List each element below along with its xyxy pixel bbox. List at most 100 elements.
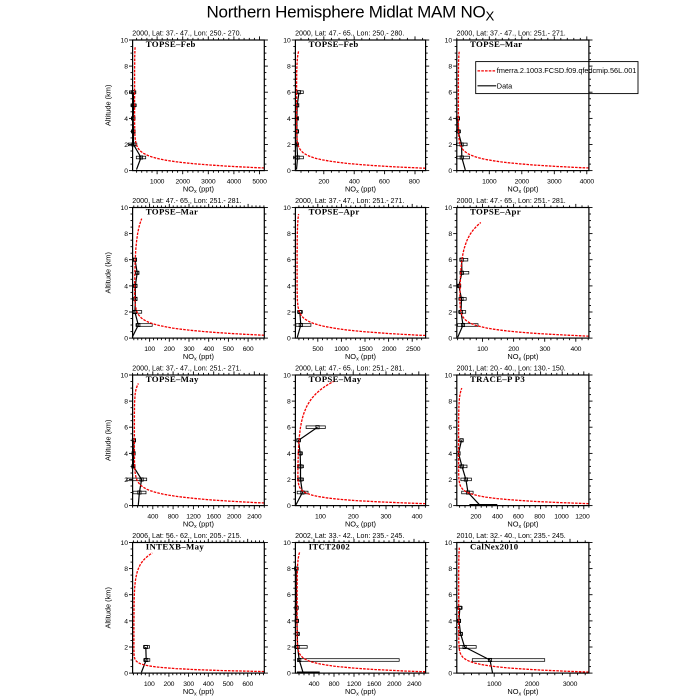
- svg-text:2: 2: [448, 142, 452, 149]
- svg-text:TOPSE–Mar: TOPSE–Mar: [146, 207, 198, 217]
- svg-text:400: 400: [492, 514, 503, 521]
- svg-text:4: 4: [448, 116, 452, 123]
- svg-text:4: 4: [448, 618, 452, 625]
- svg-text:10: 10: [283, 205, 291, 212]
- svg-text:0: 0: [448, 503, 452, 510]
- svg-text:2000: 2000: [382, 346, 397, 353]
- svg-text:8: 8: [448, 64, 452, 71]
- svg-text:2: 2: [448, 644, 452, 651]
- svg-text:6: 6: [448, 90, 452, 97]
- svg-text:6: 6: [448, 257, 452, 264]
- svg-text:8: 8: [124, 64, 128, 71]
- svg-text:200: 200: [470, 514, 481, 521]
- svg-text:2: 2: [124, 644, 128, 651]
- svg-text:4: 4: [287, 283, 291, 290]
- svg-text:2006, Lat: 56.- 62., Lon: 205.: 2006, Lat: 56.- 62., Lon: 205.- 215.: [132, 532, 241, 540]
- svg-text:600: 600: [243, 346, 254, 353]
- svg-text:200: 200: [164, 681, 175, 688]
- svg-text:NOx (ppt): NOx (ppt): [183, 687, 214, 697]
- svg-text:2500: 2500: [406, 346, 421, 353]
- svg-text:2000, Lat: 47.- 65., Lon: 250.: 2000, Lat: 47.- 65., Lon: 250.- 280.: [295, 29, 404, 37]
- svg-text:10: 10: [445, 37, 453, 44]
- svg-text:NOx (ppt): NOx (ppt): [507, 520, 538, 530]
- svg-text:300: 300: [184, 346, 195, 353]
- svg-text:800: 800: [534, 514, 545, 521]
- svg-text:4: 4: [287, 618, 291, 625]
- svg-text:8: 8: [287, 231, 291, 238]
- svg-text:2000, Lat: 47.- 65., Lon: 251.: 2000, Lat: 47.- 65., Lon: 251.- 281.: [295, 364, 404, 372]
- svg-text:2: 2: [448, 309, 452, 316]
- svg-text:2000, Lat: 37.- 47., Lon: 250.: 2000, Lat: 37.- 47., Lon: 250.- 270.: [132, 29, 241, 37]
- svg-text:400: 400: [349, 179, 360, 186]
- svg-text:2: 2: [287, 644, 291, 651]
- svg-text:8: 8: [287, 64, 291, 71]
- svg-text:Northern Hemisphere Midlat MAM: Northern Hemisphere Midlat MAM NOX: [207, 3, 495, 24]
- svg-text:0: 0: [448, 168, 452, 175]
- svg-text:2: 2: [287, 477, 291, 484]
- svg-text:0: 0: [124, 336, 128, 343]
- svg-text:Data: Data: [497, 81, 513, 90]
- svg-text:8: 8: [124, 566, 128, 573]
- svg-text:600: 600: [513, 514, 524, 521]
- svg-text:2400: 2400: [247, 514, 262, 521]
- svg-text:500: 500: [223, 346, 234, 353]
- svg-text:2000: 2000: [515, 179, 530, 186]
- svg-text:10: 10: [445, 372, 453, 379]
- svg-text:NOx (ppt): NOx (ppt): [345, 520, 376, 530]
- svg-text:4: 4: [124, 618, 128, 625]
- svg-text:4: 4: [287, 451, 291, 458]
- svg-text:4: 4: [287, 116, 291, 123]
- svg-text:0: 0: [124, 168, 128, 175]
- svg-text:2000, Lat: 37.- 47., Lon: 251.: 2000, Lat: 37.- 47., Lon: 251.- 271.: [132, 364, 241, 372]
- svg-text:1200: 1200: [347, 681, 362, 688]
- svg-text:100: 100: [144, 346, 155, 353]
- svg-text:800: 800: [329, 681, 340, 688]
- svg-text:10: 10: [120, 37, 128, 44]
- svg-text:10: 10: [120, 372, 128, 379]
- svg-text:400: 400: [412, 514, 423, 521]
- svg-text:ITCT2002: ITCT2002: [309, 542, 351, 552]
- svg-text:400: 400: [147, 514, 158, 521]
- svg-text:6: 6: [287, 592, 291, 599]
- svg-text:600: 600: [242, 681, 253, 688]
- svg-text:600: 600: [379, 179, 390, 186]
- svg-text:10: 10: [283, 540, 291, 547]
- svg-text:TOPSE–Feb: TOPSE–Feb: [146, 39, 196, 49]
- svg-text:2000: 2000: [525, 681, 540, 688]
- svg-text:400: 400: [203, 681, 214, 688]
- svg-text:400: 400: [203, 346, 214, 353]
- svg-text:fmerra.2.1003.FCSD.f09.qfedcmi: fmerra.2.1003.FCSD.f09.qfedcmip.56L.001: [497, 66, 637, 75]
- svg-text:200: 200: [508, 346, 519, 353]
- svg-text:100: 100: [477, 346, 488, 353]
- svg-text:2400: 2400: [407, 681, 422, 688]
- svg-text:INTEXB–May: INTEXB–May: [146, 542, 205, 552]
- svg-text:3000: 3000: [201, 179, 216, 186]
- svg-text:6: 6: [287, 90, 291, 97]
- svg-text:NOx (ppt): NOx (ppt): [345, 352, 376, 362]
- svg-text:2: 2: [448, 477, 452, 484]
- svg-text:6: 6: [124, 592, 128, 599]
- svg-text:4000: 4000: [227, 179, 242, 186]
- svg-text:NOx (ppt): NOx (ppt): [507, 185, 538, 195]
- svg-text:4: 4: [448, 451, 452, 458]
- svg-text:Altitude (km): Altitude (km): [104, 420, 113, 461]
- svg-text:2: 2: [287, 142, 291, 149]
- svg-text:10: 10: [283, 372, 291, 379]
- svg-text:0: 0: [287, 671, 291, 678]
- svg-text:NOx (ppt): NOx (ppt): [345, 185, 376, 195]
- svg-text:0: 0: [124, 671, 128, 678]
- svg-text:8: 8: [124, 399, 128, 406]
- svg-text:2001, Lat: 20.- 40., Lon: 130.: 2001, Lat: 20.- 40., Lon: 130.- 150.: [457, 364, 566, 372]
- svg-text:10: 10: [120, 540, 128, 547]
- svg-text:2000: 2000: [387, 681, 402, 688]
- svg-text:8: 8: [448, 566, 452, 573]
- svg-text:NOx (ppt): NOx (ppt): [183, 185, 214, 195]
- svg-text:2000: 2000: [176, 179, 191, 186]
- svg-text:NOx (ppt): NOx (ppt): [183, 352, 214, 362]
- svg-text:1000: 1000: [150, 179, 165, 186]
- svg-text:800: 800: [168, 514, 179, 521]
- svg-text:2002, Lat: 33.- 42., Lon: 235.: 2002, Lat: 33.- 42., Lon: 235.- 245.: [295, 532, 404, 540]
- svg-text:500: 500: [312, 346, 323, 353]
- svg-text:CalNex2010: CalNex2010: [470, 542, 519, 552]
- svg-text:300: 300: [540, 346, 551, 353]
